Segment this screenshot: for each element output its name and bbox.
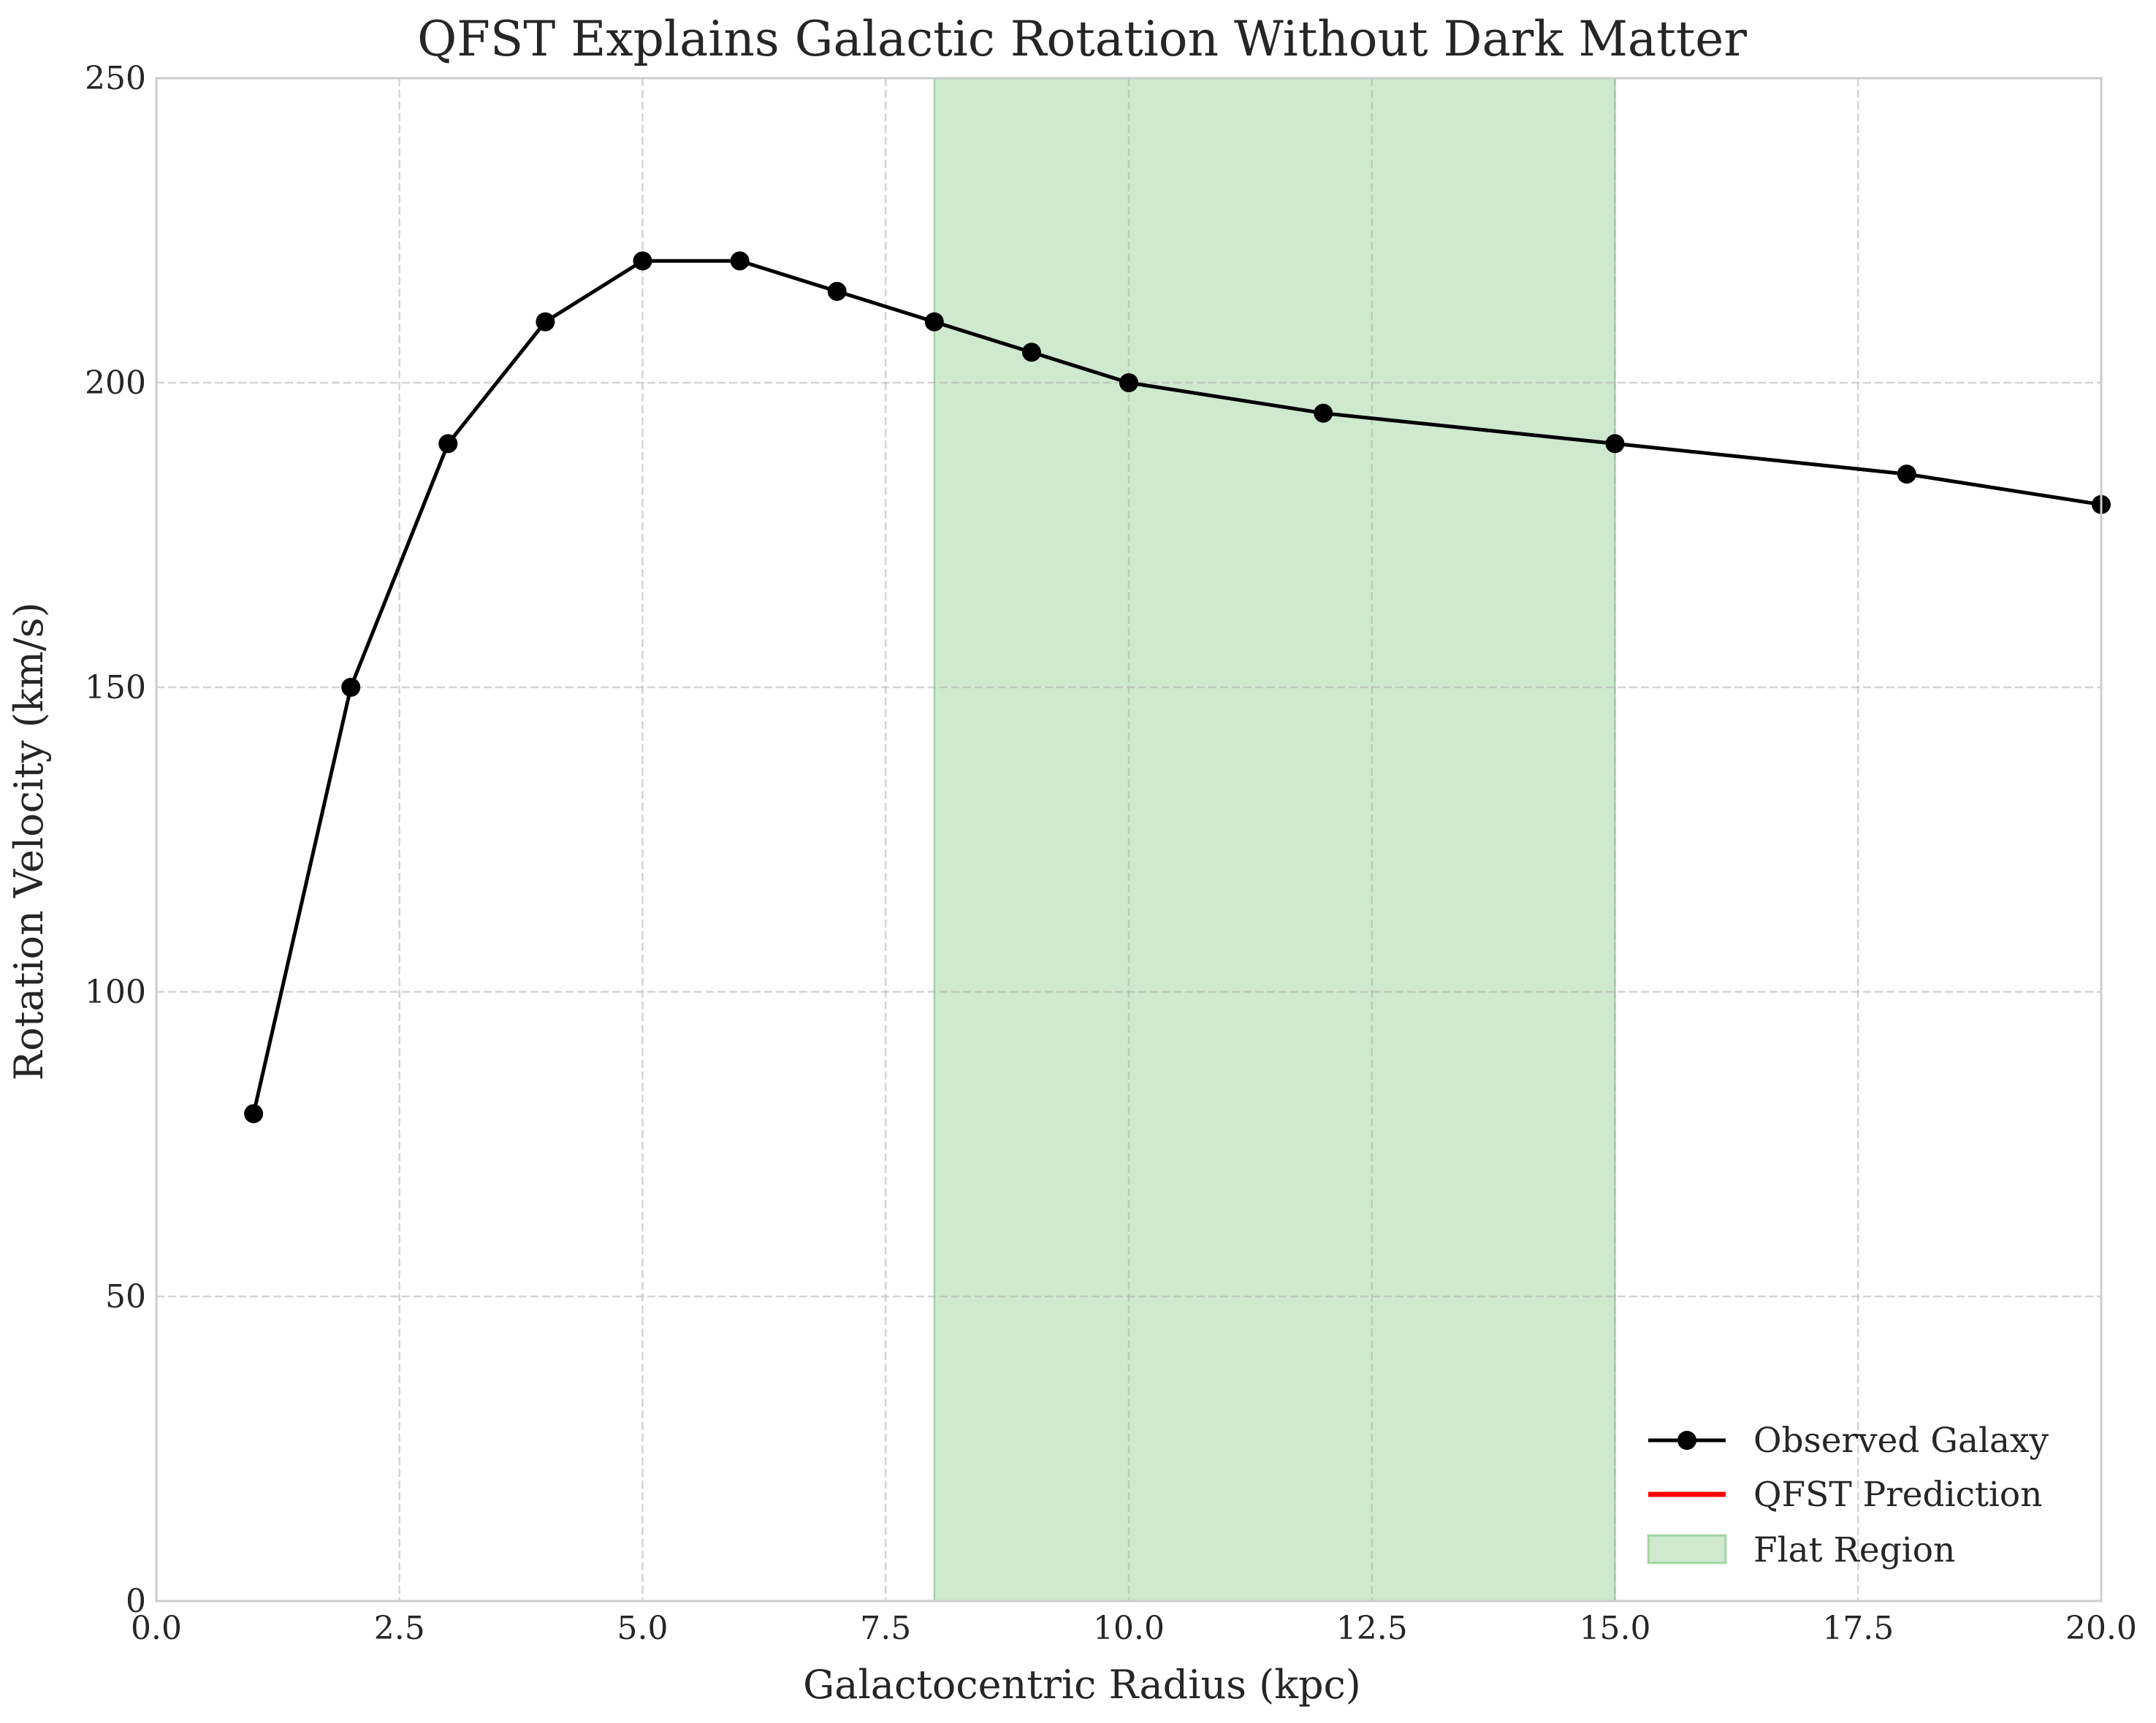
x-tick-label: 15.0: [1580, 1610, 1651, 1647]
x-tick-label: 5.0: [617, 1610, 668, 1647]
y-tick-label: 200: [85, 364, 146, 402]
y-tick-label: 0: [126, 1583, 146, 1620]
tick-label-layer: 0.0 2.5 5.0 7.5 10.0 12.5 15.0 17.5 20.0 0 50 100 15…: [85, 60, 2137, 1647]
y-tick-label: 50: [105, 1278, 146, 1315]
data-point-observed-galaxy: [633, 251, 652, 271]
legend-swatch-flat-region: [1647, 1534, 1727, 1565]
legend-entry-qfst-prediction: QFST Prediction: [1648, 1475, 2042, 1515]
legend-entry-observed-galaxy: Observed Galaxy: [1648, 1421, 2049, 1461]
legend-label-observed-galaxy: Observed Galaxy: [1753, 1421, 2049, 1461]
x-axis-label: Galactocentric Radius (kpc): [803, 1662, 1361, 1708]
x-tick-label: 7.5: [860, 1610, 911, 1647]
data-point-observed-galaxy: [827, 281, 847, 301]
chart-title: QFST Explains Galactic Rotation Without …: [417, 11, 1747, 67]
y-tick-label: 250: [85, 60, 146, 97]
y-tick-label: 150: [85, 669, 146, 706]
shaded-region-layer: [933, 78, 1616, 1601]
plot-frame: [155, 77, 2103, 1602]
data-point-observed-galaxy: [438, 434, 458, 454]
data-point-observed-galaxy: [1314, 403, 1333, 423]
data-point-observed-galaxy: [1119, 373, 1138, 392]
data-point-observed-galaxy: [730, 251, 750, 271]
y-tick-label: 100: [85, 974, 146, 1011]
legend-label-flat-region: Flat Region: [1753, 1530, 1955, 1570]
x-tick-label: 20.0: [2065, 1610, 2137, 1647]
x-tick-label: 10.0: [1093, 1610, 1165, 1647]
data-point-observed-galaxy: [924, 312, 944, 332]
x-tick-label: 12.5: [1336, 1610, 1408, 1647]
legend-entry-flat-region: Flat Region: [1647, 1530, 1955, 1570]
x-tick-label: 0.0: [131, 1610, 182, 1647]
data-point-observed-galaxy: [1605, 434, 1625, 454]
data-point-observed-galaxy: [536, 312, 555, 332]
legend: Observed Galaxy QFST Prediction Flat Reg…: [1647, 1421, 2049, 1570]
series-layer: [244, 251, 2111, 1123]
x-tick-label: 2.5: [374, 1610, 425, 1647]
x-tick-label: 17.5: [1822, 1610, 1894, 1647]
data-point-observed-galaxy: [244, 1104, 264, 1123]
series-line-observed-galaxy: [251, 259, 2102, 1115]
legend-marker-observed-galaxy: [1677, 1431, 1696, 1450]
legend-label-qfst-prediction: QFST Prediction: [1753, 1475, 2042, 1515]
data-point-observed-galaxy: [1021, 343, 1041, 362]
data-point-observed-galaxy: [1897, 465, 1916, 484]
y-axis-label: Rotation Velocity (km/s): [6, 602, 52, 1080]
data-point-observed-galaxy: [341, 678, 361, 697]
shaded-region-flat-region: [934, 78, 1615, 1601]
